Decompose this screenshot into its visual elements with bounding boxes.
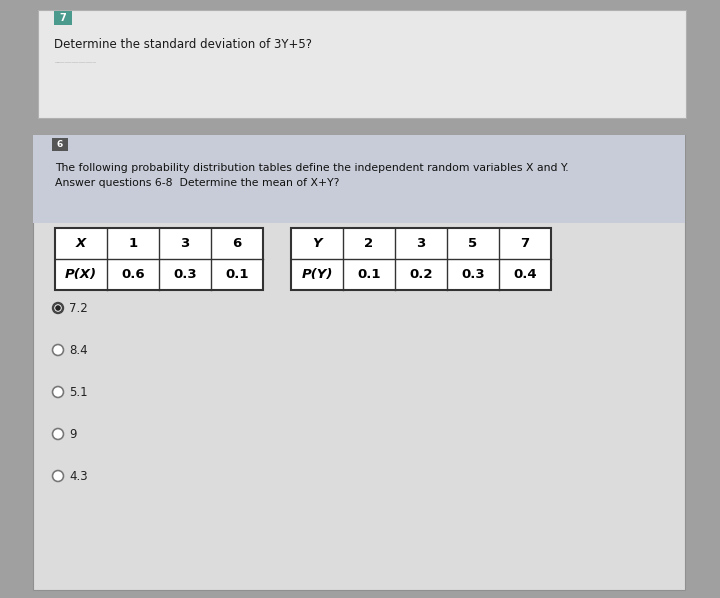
- Bar: [52, 138, 68, 151]
- Text: P(X): P(X): [65, 268, 97, 281]
- Circle shape: [53, 386, 63, 398]
- Text: 0.1: 0.1: [225, 268, 248, 281]
- Circle shape: [53, 344, 63, 355]
- Text: 2: 2: [364, 237, 374, 250]
- Bar: [33, 135, 685, 223]
- Text: 0.4: 0.4: [513, 268, 537, 281]
- Text: X: X: [76, 237, 86, 250]
- Bar: [55, 228, 263, 290]
- Circle shape: [55, 305, 61, 311]
- Text: 1: 1: [128, 237, 138, 250]
- Circle shape: [53, 471, 63, 481]
- Text: 0.1: 0.1: [357, 268, 381, 281]
- Text: 4.3: 4.3: [70, 469, 88, 483]
- Circle shape: [53, 429, 63, 440]
- Text: 7: 7: [521, 237, 530, 250]
- Circle shape: [53, 303, 63, 313]
- Bar: [33, 135, 685, 590]
- Text: 0.3: 0.3: [174, 268, 197, 281]
- Text: 8.4: 8.4: [70, 343, 88, 356]
- Text: 3: 3: [181, 237, 189, 250]
- Bar: [38, 10, 686, 118]
- Bar: [291, 228, 551, 290]
- Text: 6: 6: [233, 237, 242, 250]
- Text: P(Y): P(Y): [301, 268, 333, 281]
- Text: The following probability distribution tables define the independent random vari: The following probability distribution t…: [55, 163, 569, 173]
- Text: 5.1: 5.1: [70, 386, 88, 398]
- Circle shape: [56, 306, 60, 310]
- Text: 0.3: 0.3: [462, 268, 485, 281]
- Text: Answer questions 6-8  Determine the mean of X+Y?: Answer questions 6-8 Determine the mean …: [55, 178, 339, 188]
- Text: 6: 6: [57, 140, 63, 149]
- Bar: [54, 11, 72, 25]
- Text: 7: 7: [60, 13, 66, 23]
- Text: 9: 9: [70, 428, 77, 441]
- Text: 5: 5: [469, 237, 477, 250]
- Text: 0.2: 0.2: [409, 268, 433, 281]
- Text: 3: 3: [416, 237, 426, 250]
- Text: ____________: ____________: [54, 57, 96, 63]
- Text: Y: Y: [312, 237, 322, 250]
- Text: Determine the standard deviation of 3Y+5?: Determine the standard deviation of 3Y+5…: [54, 38, 312, 51]
- Text: 0.6: 0.6: [121, 268, 145, 281]
- Text: 7.2: 7.2: [70, 301, 89, 315]
